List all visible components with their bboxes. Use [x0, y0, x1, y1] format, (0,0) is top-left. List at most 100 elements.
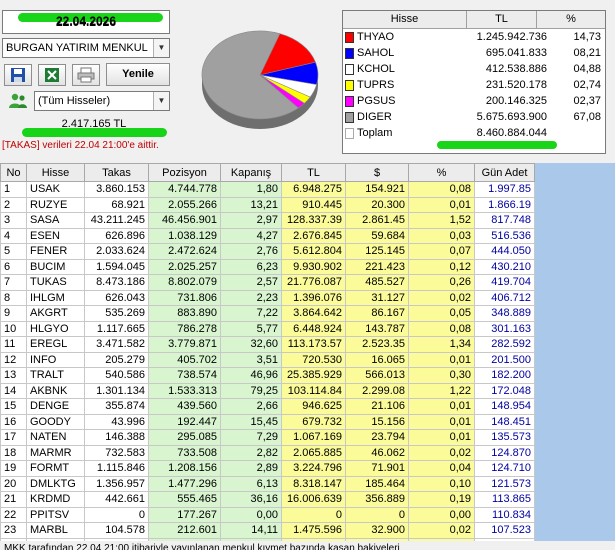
table-row[interactable]: 23 MARBL 104.578 212.601 14,11 1.475.596 32.90…: [0, 522, 535, 539]
usd-value-cell: 31.127: [345, 289, 409, 306]
grid-header[interactable]: $: [345, 163, 409, 182]
row-number-cell: 2: [0, 196, 27, 213]
grid-header[interactable]: Pozisyon: [148, 163, 221, 182]
grid-header[interactable]: Kapanış: [220, 163, 282, 182]
summary-header-hisse[interactable]: Hisse: [343, 11, 467, 29]
grid-header[interactable]: No: [0, 163, 27, 182]
row-number-cell: 8: [0, 289, 27, 306]
usd-value-cell: 59.684: [345, 227, 409, 244]
users-icon[interactable]: [8, 92, 28, 110]
percent-cell: 1,34: [408, 336, 475, 353]
grid-header[interactable]: %: [408, 163, 475, 182]
grid-header[interactable]: Gün Adet: [474, 163, 535, 182]
save-button[interactable]: [4, 64, 32, 86]
pozisyon-cell: 1.477.296: [148, 475, 221, 492]
summary-pct: 02,37: [573, 95, 601, 107]
holdings-grid[interactable]: No Hisse Takas Pozisyon Kapanış TL $% Gün Adet …: [0, 163, 615, 541]
account-select[interactable]: BURGAN YATIRIM MENKUL ▼: [2, 38, 170, 58]
pozisyon-cell: 46.456.901: [148, 212, 221, 229]
table-row[interactable]: 3 SASA 43.211.245 46.456.901 2,97 128.337.39 2…: [0, 212, 535, 229]
table-row[interactable]: 13 TRALT 540.586 738.574 46,96 25.385.929 566.…: [0, 367, 535, 384]
tl-value-cell: 910.445: [281, 196, 346, 213]
table-row[interactable]: 19 FORMT 1.115.846 1.208.156 2,89 3.224.796 71…: [0, 460, 535, 477]
row-number-cell: 22: [0, 506, 27, 523]
gun-adet-cell: 135.573: [474, 429, 535, 446]
summary-total-row: Toplam 8.460.884.044: [343, 126, 605, 142]
table-row[interactable]: 12 INFO 205.279 405.702 3,51 720.530 16.065 0,0…: [0, 351, 535, 368]
usd-value-cell: 0: [345, 506, 409, 523]
percent-cell: 0,04: [408, 460, 475, 477]
kapanis-cell: 1,80: [220, 181, 282, 198]
table-row[interactable]: 17 NATEN 146.388 295.085 7,29 1.067.169 23.794…: [0, 429, 535, 446]
table-row[interactable]: 1 USAK 3.860.153 4.744.778 1,80 6.948.275 154.…: [0, 181, 535, 198]
table-row[interactable]: 22 PPITSV 0 177.267 0,00 0 0 0,00 110.834: [0, 506, 535, 523]
table-row[interactable]: 18 MARMR 732.583 733.508 2,82 2.065.885 46.062…: [0, 444, 535, 461]
summary-row[interactable]: DIGER 5.675.693.900 67,08: [343, 110, 605, 126]
gun-adet-cell: 124.710: [474, 460, 535, 477]
summary-row[interactable]: SAHOL 695.041.833 08,21: [343, 46, 605, 62]
usd-value-cell: 32.900: [345, 522, 409, 539]
percent-cell: 1,52: [408, 212, 475, 229]
summary-row[interactable]: PGSUS 200.146.325 02,37: [343, 94, 605, 110]
table-row[interactable]: 7 TUKAS 8.473.186 8.802.079 2,57 21.776.087 48…: [0, 274, 535, 291]
percent-cell: 0,08: [408, 320, 475, 337]
summary-row[interactable]: KCHOL 412.538.886 04,88: [343, 62, 605, 78]
pozisyon-cell: 883.890: [148, 305, 221, 322]
chevron-down-icon[interactable]: ▼: [153, 39, 169, 57]
table-row[interactable]: 10 HLGYO 1.117.665 786.278 5,77 6.448.924 143.…: [0, 320, 535, 337]
table-row[interactable]: 9 AKGRT 535.269 883.890 7,22 3.864.642 86.167 0…: [0, 305, 535, 322]
tl-value-cell: 21.776.087: [281, 274, 346, 291]
table-row[interactable]: 5 FENER 2.033.624 2.472.624 2,76 5.612.804 125…: [0, 243, 535, 260]
takas-cell: 0: [84, 506, 149, 523]
total-swatch: [345, 128, 354, 139]
table-row[interactable]: 4 ESEN 626.896 1.038.129 4,27 2.676.845 59.684…: [0, 227, 535, 244]
summary-header-tl[interactable]: TL: [467, 11, 537, 29]
summary-header-pct[interactable]: %: [566, 13, 576, 25]
grid-header[interactable]: Takas: [84, 163, 149, 182]
row-number-cell: 12: [0, 351, 27, 368]
summary-row[interactable]: TUPRS 231.520.178 02,74: [343, 78, 605, 94]
pozisyon-cell: 405.702: [148, 351, 221, 368]
save-icon: [11, 68, 25, 82]
table-row[interactable]: 16 GOODY 43.996 192.447 15,45 679.732 15.156 0,…: [0, 413, 535, 430]
summary-row[interactable]: THYAO 1.245.942.736 14,73: [343, 30, 605, 46]
kapanis-cell: 2,97: [220, 212, 282, 229]
status-bar-text: MKK tarafından 22.04 21:00 itibariyle ya…: [4, 543, 400, 550]
tl-value-cell: 8.318.147: [281, 475, 346, 492]
gun-adet-cell: 124.870: [474, 444, 535, 461]
excel-export-button[interactable]: [38, 64, 66, 86]
table-row[interactable]: 11 EREGL 3.471.582 3.779.871 32,60 113.173.57…: [0, 336, 535, 353]
percent-cell: 0,26: [408, 274, 475, 291]
grid-header[interactable]: TL: [281, 163, 346, 182]
grid-header[interactable]: Hisse: [26, 163, 85, 182]
table-row[interactable]: 2 RUZYE 68.921 2.055.266 13,21 910.445 20.300 0…: [0, 196, 535, 213]
filter-select[interactable]: (Tüm Hisseler) ▼: [34, 91, 170, 111]
pozisyon-cell: 295.085: [148, 429, 221, 446]
kapanis-cell: 5,77: [220, 320, 282, 337]
refresh-button[interactable]: Yenile: [106, 63, 170, 86]
table-row[interactable]: 8 IHLGM 626.043 731.806 2,23 1.396.076 31.127 0…: [0, 289, 535, 306]
table-row[interactable]: 14 AKBNK 1.301.134 1.533.313 79,25 103.114.84…: [0, 382, 535, 399]
kapanis-cell: 3,51: [220, 351, 282, 368]
symbol-cell: TRALT: [26, 367, 85, 384]
table-row[interactable]: 6 BUCIM 1.594.045 2.025.257 6,23 9.930.902 221…: [0, 258, 535, 275]
takas-cell: 355.874: [84, 398, 149, 415]
table-row[interactable]: 15 DENGE 355.874 439.560 2,66 946.625 21.106 0,…: [0, 398, 535, 415]
pie-slice-diger: [201, 30, 299, 120]
takas-cell: 205.279: [84, 351, 149, 368]
percent-cell: 0,10: [408, 475, 475, 492]
row-number-cell: 11: [0, 336, 27, 353]
usd-value-cell: 185.464: [345, 475, 409, 492]
symbol-cell: DMLKTG: [26, 475, 85, 492]
table-row[interactable]: 21 KRDMD 442.661 555.465 36,16 16.006.639 356.…: [0, 491, 535, 508]
tl-value-cell: 2.676.845: [281, 227, 346, 244]
percent-cell: 1,22: [408, 382, 475, 399]
percent-cell: 0,03: [408, 227, 475, 244]
pozisyon-cell: 738.574: [148, 367, 221, 384]
table-row[interactable]: 24FUHOL297.191272.59713,151.860.67941.48…: [0, 537, 535, 541]
print-button[interactable]: [72, 64, 100, 86]
legend-swatch: [345, 64, 354, 75]
table-row[interactable]: 20 DMLKTG 1.356.957 1.477.296 6,13 8.318.147 1…: [0, 475, 535, 492]
chevron-down-icon[interactable]: ▼: [153, 92, 169, 110]
kapanis-cell: 32,60: [220, 336, 282, 353]
